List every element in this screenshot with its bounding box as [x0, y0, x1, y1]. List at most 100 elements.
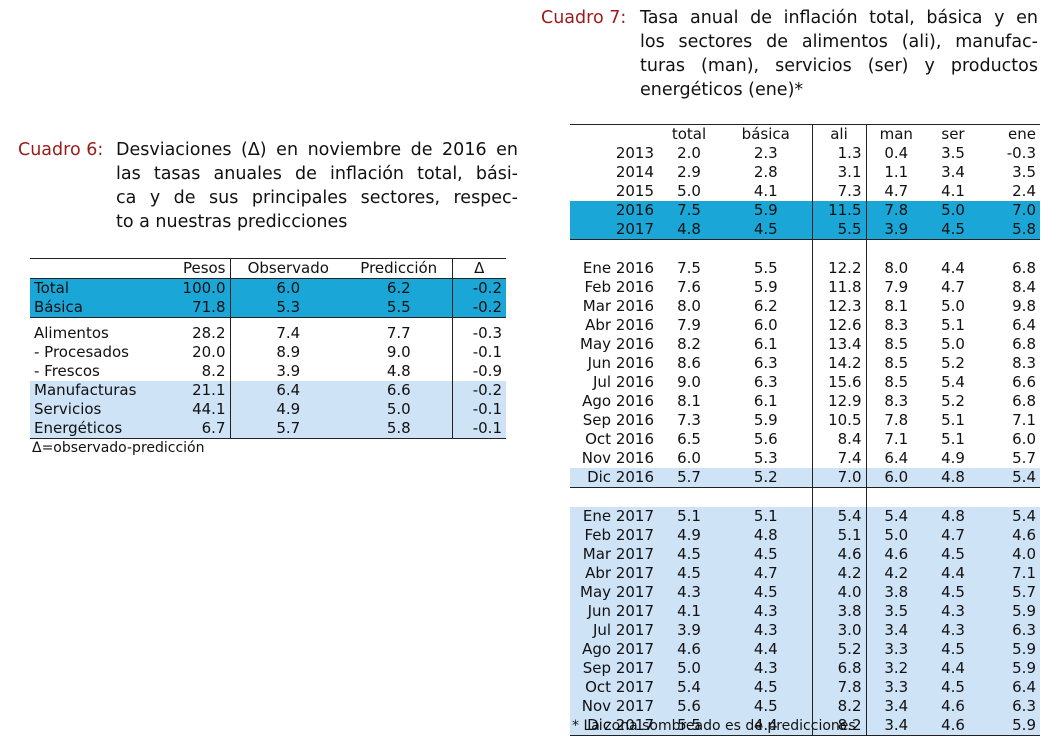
table-cell: 4.9: [229, 400, 346, 419]
table-cell: 6.6: [1012, 373, 1036, 391]
table-cell: 3.2: [865, 659, 926, 678]
row-label: Abr 2017: [570, 564, 658, 583]
table-cell: 3.8: [865, 583, 926, 602]
table-cell: 12.2: [811, 259, 866, 278]
table-cell: 4.5: [720, 583, 812, 602]
table-cell: 5.4: [811, 507, 866, 526]
table-cell: 5.1: [658, 507, 720, 526]
table-row: Jul 2016 9.0 6.3 15.6 8.5 5.4 6.6: [570, 373, 1040, 392]
table-cell: 1.1: [865, 163, 926, 182]
table-cell: 5.9: [980, 716, 1040, 736]
table-row: Mar 2017 4.5 4.5 4.6 4.6 4.5 4.0: [570, 545, 1040, 564]
table-cell: 4.8: [720, 526, 812, 545]
table-cell: 5.3: [229, 298, 346, 318]
table-row: Abr 2016 7.9 6.0 12.6 8.3 5.1 6.4: [570, 316, 1040, 335]
spacer-cell: [865, 487, 926, 507]
table-cell: 7.1: [980, 564, 1040, 583]
table-row: Ene 2016 7.5 5.5 12.2 8.0 4.4 6.8: [570, 259, 1040, 278]
table-row: Abr 2017 4.5 4.7 4.2 4.2 4.4 7.1: [570, 564, 1040, 583]
table-cell: 2.8: [753, 163, 778, 181]
table-cell: 4.5: [658, 564, 720, 583]
column-header: [30, 258, 142, 279]
table-cell: 5.3: [753, 449, 778, 467]
row-label: Mar 2017: [570, 545, 658, 564]
table-cell: 12.9: [811, 392, 866, 411]
row-label: 2017: [570, 220, 658, 240]
table-row: Jul 2017 3.9 4.3 3.0 3.4 4.3 6.3: [570, 621, 1040, 640]
table-row: - Procesados 20.0 8.9 9.0 -0.1: [30, 343, 506, 362]
table-cell: 7.0: [811, 468, 866, 488]
table-cell: 7.9: [865, 278, 926, 297]
table-cell: -0.2: [451, 278, 506, 298]
column-header: Predicción: [346, 258, 452, 279]
table-cell: 13.4: [811, 335, 866, 354]
table-cell: -0.3: [1006, 144, 1036, 162]
table-cell: 5.1: [720, 507, 812, 526]
table-cell: 12.3: [811, 297, 866, 316]
table-cell: 5.6: [753, 430, 778, 448]
table-cell: 5.7: [1012, 449, 1036, 467]
table-cell: 6.4: [865, 449, 926, 468]
column-header: man: [865, 124, 926, 144]
table-row: 2015 5.0 4.1 7.3 4.7 4.1 2.4: [570, 182, 1040, 201]
table-cell: 3.4: [865, 716, 926, 736]
row-label: Servicios: [30, 400, 142, 419]
table-cell: 5.9: [980, 602, 1040, 621]
spacer-cell: [451, 317, 506, 324]
table-cell: 4.4: [720, 716, 812, 736]
table-cell: -0.1: [451, 400, 506, 419]
table-cell: 4.5: [658, 545, 720, 564]
table-cell: 4.5: [926, 545, 980, 564]
table-cell: 2.3: [753, 144, 778, 162]
table-cell: 8.1: [677, 392, 701, 410]
table-cell: 0.4: [865, 144, 926, 163]
table-cell: 6.2: [753, 297, 778, 315]
row-label: Nov 2017: [570, 697, 658, 716]
table-cell: 9.0: [386, 343, 411, 361]
table-cell: 8.9: [229, 343, 346, 362]
table-cell: 5.9: [720, 201, 812, 220]
table-cell: 4.3: [926, 621, 980, 640]
table-cell: 12.6: [811, 316, 866, 335]
row-label: Jun 2017: [570, 602, 658, 621]
row-label: Básica: [30, 298, 142, 318]
table-row: Jun 2016 8.6 6.3 14.2 8.5 5.2 8.3: [570, 354, 1040, 373]
table-cell: 7.5: [658, 201, 720, 220]
table-cell: 8.2: [201, 362, 226, 380]
table-cell: 4.2: [811, 564, 866, 583]
row-label: Feb 2016: [584, 278, 655, 296]
table-cell: 4.8: [658, 220, 720, 240]
table-cell: 8.3: [1012, 354, 1036, 372]
spacer-cell: [926, 487, 980, 507]
table-cell: 5.1: [941, 430, 965, 448]
table-cell: 8.2: [811, 716, 866, 736]
column-header: [570, 124, 658, 144]
table-cell: 6.4: [980, 678, 1040, 697]
cuadro7-table: total básica ali man ser ene 2013 2.0 2.3 1.3 0.4 3…: [570, 124, 1040, 736]
table-cell: 5.4: [941, 373, 965, 391]
table-cell: 7.1: [865, 430, 926, 449]
table-cell: 11.5: [811, 201, 866, 220]
table-cell: 5.0: [926, 201, 980, 220]
spacer-cell: [142, 317, 230, 324]
table-cell: 5.0: [865, 526, 926, 545]
table-cell: 5.5: [753, 259, 778, 277]
table-cell: 5.4: [980, 468, 1040, 488]
table-row: Manufacturas 21.1 6.4 6.6 -0.2: [30, 381, 506, 400]
table-row: Mar 2016 8.0 6.2 12.3 8.1 5.0 9.8: [570, 297, 1040, 316]
table-cell: 5.9: [753, 278, 778, 296]
table-cell: 8.4: [811, 430, 866, 449]
table-cell: 3.5: [865, 602, 926, 621]
table-cell: 4.9: [941, 449, 965, 467]
table-cell: 5.8: [346, 419, 452, 439]
row-label: - Procesados: [34, 343, 129, 361]
table-row: - Frescos 8.2 3.9 4.8 -0.9: [30, 362, 506, 381]
row-label: Ago 2017: [570, 640, 658, 659]
table-cell: 3.0: [811, 621, 866, 640]
table-cell: 7.8: [865, 411, 926, 430]
table-cell: 4.6: [811, 545, 866, 564]
table-cell: 5.5: [658, 716, 720, 736]
table-cell: 3.5: [1012, 163, 1036, 181]
table-cell: 11.8: [811, 278, 866, 297]
table-cell: 3.1: [811, 163, 866, 182]
